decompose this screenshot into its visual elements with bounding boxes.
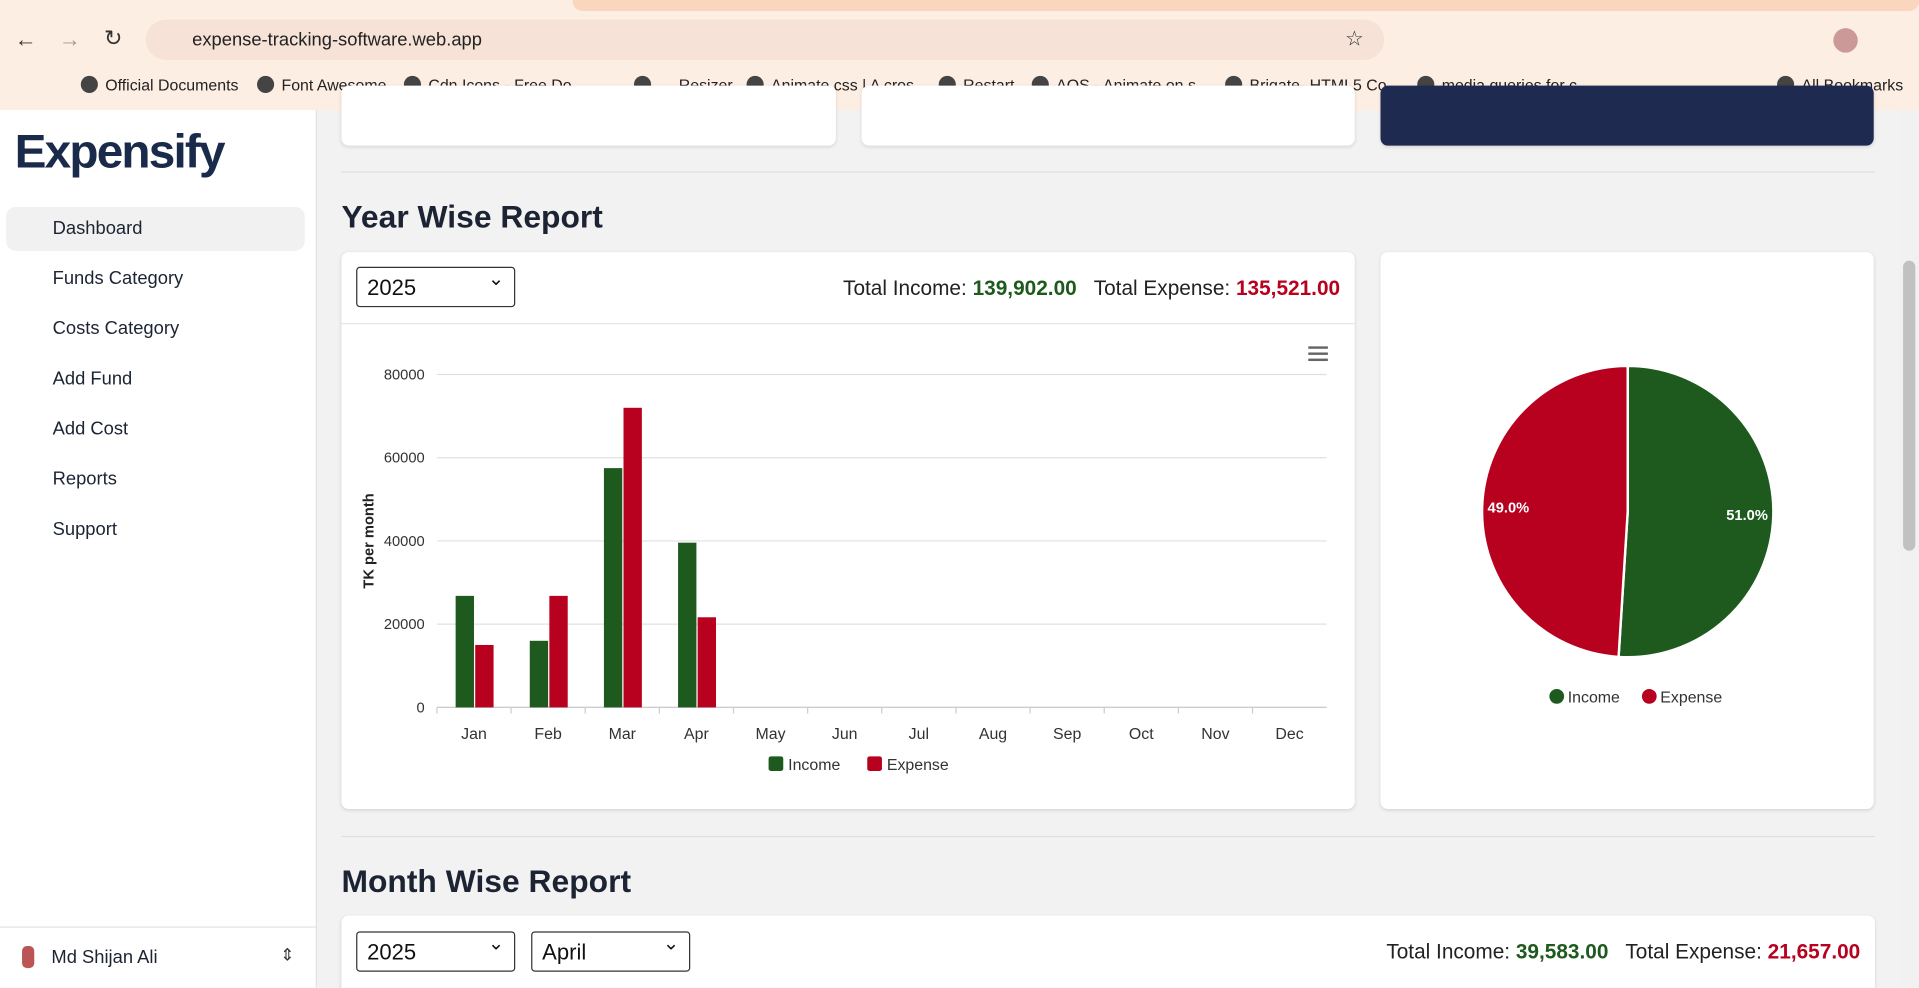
year-select[interactable]: 2025 — [356, 261, 516, 308]
pie-slice — [1480, 364, 1629, 659]
legend-label: Income — [1568, 689, 1620, 706]
x-tick-label: Apr — [684, 726, 709, 743]
legend-swatch — [1641, 689, 1657, 704]
bar — [475, 644, 494, 708]
year-totals: Total Income: 139,902.00 Total Expense: … — [843, 277, 1340, 301]
x-tick-label: Oct — [1129, 726, 1154, 743]
x-tick-label: May — [756, 726, 786, 743]
bar — [678, 542, 697, 708]
summary-card — [341, 85, 836, 146]
tab-strip — [572, 0, 1919, 12]
y-tick-label: 80000 — [384, 367, 425, 383]
profile-avatar[interactable] — [1833, 28, 1858, 53]
address-bar[interactable] — [145, 19, 1385, 60]
brand: Expensify — [14, 126, 226, 179]
y-tick-label: 60000 — [384, 451, 425, 467]
bar — [549, 595, 568, 708]
user-toggle[interactable]: ⇕ — [280, 944, 295, 965]
nav-item[interactable]: Funds Category — [52, 268, 184, 289]
divider — [341, 323, 1355, 325]
year-card — [341, 252, 1355, 809]
x-tick-label: Jul — [909, 726, 929, 743]
bookmark[interactable]: Official Documents — [81, 76, 239, 94]
nav-item[interactable]: Dashboard — [6, 206, 305, 251]
x-tick-label: Dec — [1275, 726, 1303, 743]
expense-total: 21,657.00 — [1767, 939, 1861, 964]
legend-swatch — [867, 756, 882, 772]
label: Total Income: — [1386, 939, 1511, 964]
x-tick-label: Jun — [832, 726, 858, 743]
label: Total Income: — [843, 276, 967, 300]
y-tick-label: 40000 — [384, 534, 425, 550]
divider — [341, 835, 1875, 838]
slice-label: 51.0% — [1726, 508, 1768, 524]
divider — [341, 171, 1875, 173]
x-tick-label: Nov — [1201, 726, 1229, 743]
y-axis-label: TK per month — [361, 493, 377, 588]
label: Total Expense: — [1093, 276, 1231, 300]
legend-swatch — [768, 756, 784, 772]
nav-item[interactable]: Reports — [52, 468, 117, 490]
x-tick-label: Feb — [534, 726, 562, 743]
nav-item[interactable]: Costs Category — [52, 318, 180, 340]
legend-label: Expense — [1660, 689, 1722, 706]
back-button[interactable]: ← — [14, 26, 37, 52]
nav-item[interactable]: Add Cost — [52, 418, 129, 440]
summary-card — [861, 85, 1355, 146]
reload-button[interactable]: ↻ — [104, 25, 123, 51]
scroll-thumb[interactable] — [1903, 260, 1916, 551]
year-select[interactable]: 2025 — [356, 925, 516, 972]
bar — [603, 468, 623, 708]
forward-button[interactable]: → — [58, 26, 81, 52]
user-name[interactable]: Md Shijan Ali — [51, 947, 158, 969]
x-tick-label: Jan — [461, 726, 487, 743]
sidebar — [0, 110, 317, 988]
month-select[interactable]: April — [531, 925, 691, 972]
expense-total: 135,521.00 — [1235, 276, 1341, 300]
slice-label: 49.0% — [1488, 501, 1530, 517]
bar — [455, 595, 474, 708]
legend-label: Expense — [887, 757, 949, 774]
month-totals: Total Income: 39,583.00 Total Expense: 2… — [1386, 940, 1860, 964]
summary-card — [1380, 85, 1874, 146]
section-title: Month Wise Report — [341, 862, 632, 900]
section-title: Year Wise Report — [341, 198, 603, 235]
x-tick-label: Aug — [979, 726, 1007, 743]
star-icon[interactable]: ☆ — [1345, 26, 1364, 51]
y-tick-label: 20000 — [384, 617, 425, 633]
bar-chart: 0 20000 40000 60000 80000 TK per month Jan Feb M… — [361, 346, 1328, 774]
bar — [697, 617, 717, 708]
legend-label: Income — [788, 757, 840, 774]
pie-slice — [1617, 364, 1775, 659]
pie-chart: 51.0% 49.0% Income Expense — [1480, 364, 1775, 706]
bar — [529, 640, 549, 708]
x-tick-label: Sep — [1053, 726, 1081, 743]
bar — [623, 407, 642, 708]
user-avatar — [22, 946, 35, 969]
divider — [0, 926, 316, 928]
income-total: 39,583.00 — [1515, 939, 1609, 964]
x-tick-label: Mar — [609, 726, 637, 743]
y-tick-label: 0 — [417, 700, 425, 716]
url: expense-tracking-software.web.app — [192, 29, 482, 51]
income-total: 139,902.00 — [972, 276, 1077, 300]
chart-menu[interactable] — [1308, 346, 1328, 362]
label: Total Expense: — [1625, 939, 1762, 964]
nav-item[interactable]: Support — [52, 518, 117, 540]
nav-item[interactable]: Add Fund — [52, 368, 133, 390]
legend-swatch — [1549, 689, 1565, 704]
